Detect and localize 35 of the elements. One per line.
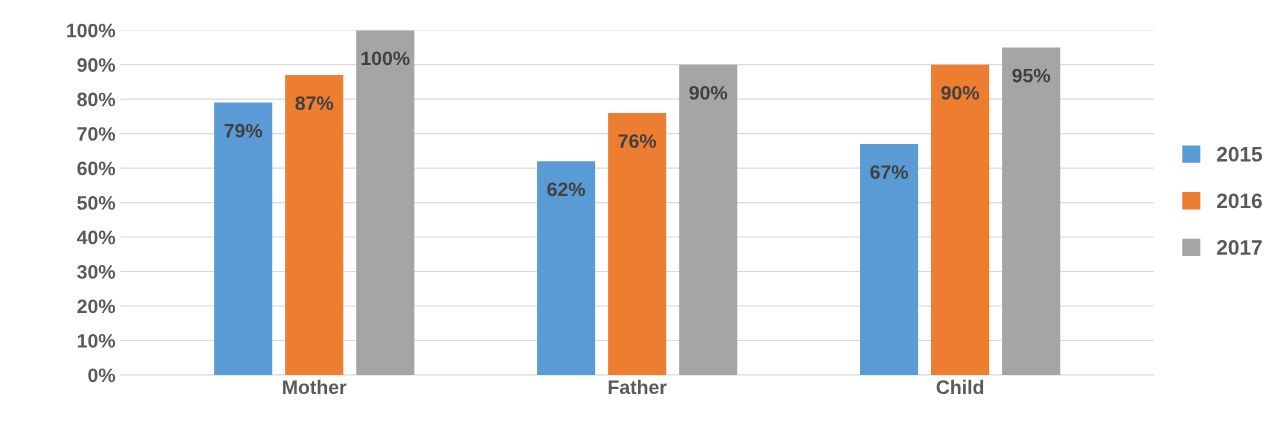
y-tick-label: 20% [77,299,116,314]
x-tick-label: Father [608,379,667,395]
bar [356,30,415,375]
bar [860,143,919,375]
text: 87% [295,96,334,111]
y-tick-label: 80% [77,92,116,107]
text: 90% [689,85,728,100]
y-tick-label: 100% [67,23,116,38]
x-tick-label: Mother [283,379,347,395]
y-tick-label: 40% [76,230,116,245]
text: 95% [1012,68,1051,83]
text: 79% [224,123,263,138]
y-tick-label: 30% [77,265,116,279]
x-tick-label: Child [936,379,984,395]
bar [679,64,738,375]
text: 76% [618,134,657,148]
legend-label: 2017 [1217,240,1262,255]
bar [285,74,344,375]
y-tick-label: 0% [88,368,116,383]
y-tick-label: 90% [77,58,116,72]
bar [931,64,990,375]
y-tick-label: 50% [77,196,116,210]
bar [537,161,596,375]
y-tick-label: 60% [77,161,116,176]
legend-label: 2015 [1217,146,1263,162]
y-tick-label: 10% [77,333,116,348]
bar [1002,47,1061,375]
bar [608,112,667,375]
legend-label: 2016 [1217,193,1262,209]
text: 100% [361,51,410,66]
text: 90% [941,85,980,100]
bar [214,102,273,375]
text: 62% [547,182,586,197]
y-tick-label: 70% [77,127,116,141]
text: 67% [870,165,909,179]
